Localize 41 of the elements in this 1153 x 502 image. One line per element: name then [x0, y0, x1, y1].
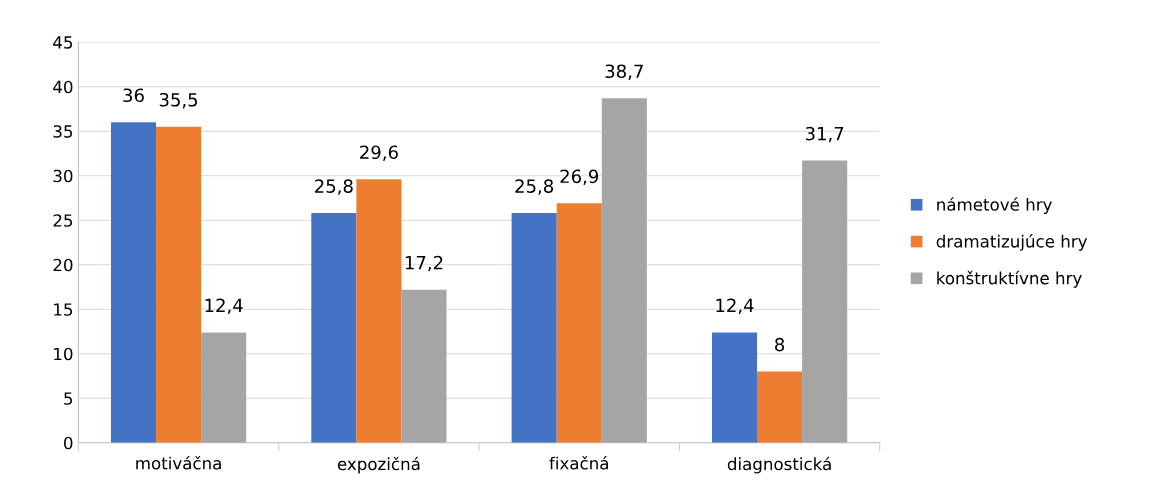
- bar: [601, 98, 647, 443]
- data-label: 12,4: [205, 298, 243, 315]
- x-tick-label: expozičná: [337, 456, 420, 474]
- data-label: 12,4: [716, 298, 754, 315]
- x-tick-label: fixačná: [549, 455, 608, 470]
- data-label: 8: [775, 337, 785, 352]
- bar: [311, 213, 357, 443]
- x-tick-label: motiváčna: [136, 455, 221, 470]
- y-tick-label: 40: [53, 80, 73, 94]
- data-label: 17,2: [405, 255, 443, 272]
- y-tick-label: 35: [53, 125, 73, 138]
- data-label: 35,5: [159, 92, 198, 109]
- y-tick-label: 5: [64, 392, 73, 405]
- y-tick-label: 15: [54, 303, 73, 316]
- y-tick-label: 0: [64, 436, 73, 450]
- bar: [556, 203, 602, 443]
- data-label: 36: [123, 88, 144, 103]
- y-tick-label: 25: [53, 214, 73, 227]
- data-label: 25,8: [315, 179, 353, 195]
- bar: [356, 179, 402, 443]
- legend-label: konštruktívne hry: [937, 270, 1082, 288]
- bar: [511, 213, 557, 443]
- data-label: 31,7: [805, 126, 844, 143]
- bar: [711, 332, 758, 443]
- y-tick-label: 30: [53, 169, 73, 183]
- y-tick-label: 20: [53, 258, 73, 272]
- legend-label: námetové hry: [937, 197, 1052, 215]
- x-tick-label: diagnostická: [727, 456, 831, 474]
- bar: [201, 332, 247, 443]
- bar: [110, 122, 157, 443]
- data-label: 29,6: [360, 145, 398, 161]
- data-label: 25,8: [515, 179, 554, 195]
- bar: [757, 371, 803, 443]
- y-tick-label: 10: [54, 347, 73, 361]
- data-label: 26,9: [560, 169, 599, 185]
- bar: [401, 289, 447, 443]
- data-label: 38,7: [605, 64, 643, 80]
- y-tick-label: 45: [53, 36, 73, 49]
- bar: [156, 126, 202, 443]
- legend-label: dramatizujúce hry: [936, 234, 1088, 251]
- bar: [802, 160, 848, 443]
